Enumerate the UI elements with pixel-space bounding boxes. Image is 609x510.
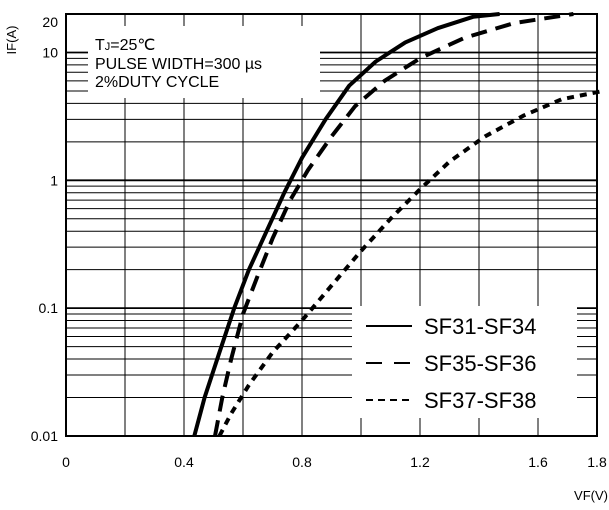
y-tick-label: 10 (42, 44, 58, 60)
legend-label-3: SF37-SF38 (424, 388, 537, 413)
x-tick-label: 1.2 (410, 454, 430, 470)
series-lines (192, 12, 604, 437)
plot-frame (65, 13, 598, 437)
x-tick-label: 1.6 (528, 454, 548, 470)
x-tick-label: 0 (62, 454, 70, 470)
conditions-note-background (88, 26, 320, 98)
x-tick-label: 0.8 (292, 454, 312, 470)
series-line-2 (213, 12, 574, 437)
conditions-note-line1: TJ=25℃ (95, 37, 155, 54)
x-tick-label: 0.4 (174, 454, 194, 470)
x-axis-title: VF(V) (574, 488, 608, 503)
series-line-3 (217, 89, 604, 437)
y-tick-label: 0.1 (39, 300, 59, 316)
y-tick-label: 0.01 (31, 428, 58, 444)
y-tick-label: 1 (50, 172, 58, 188)
y-tick-label: 20 (42, 14, 58, 30)
series-line-1 (192, 12, 500, 437)
x-tick-label: 1.8 (587, 454, 607, 470)
conditions-note-line2: PULSE WIDTH=300 µs (95, 56, 262, 73)
conditions-note-line3: 2%DUTY CYCLE (95, 74, 219, 91)
y-axis-title: IF(A) (4, 26, 19, 55)
tick-labels: 0 0.4 0.8 1.2 1.6 1.8 0.01 0.1 1 10 20 (31, 14, 607, 470)
legend: SF31-SF34 SF35-SF36 SF37-SF38 (366, 314, 537, 413)
legend-label-2: SF35-SF36 (424, 351, 537, 376)
legend-label-1: SF31-SF34 (424, 314, 537, 339)
legend-background (352, 306, 577, 418)
